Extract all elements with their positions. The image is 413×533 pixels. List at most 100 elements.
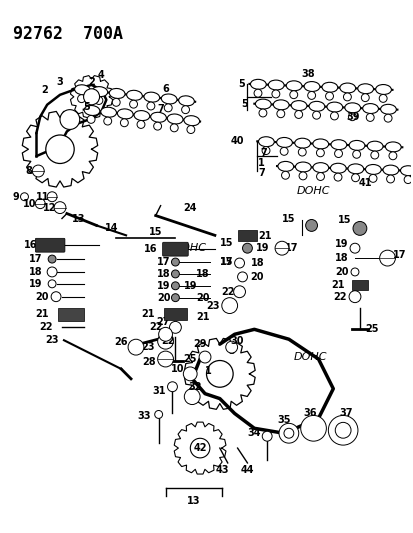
Ellipse shape [161, 94, 177, 104]
Text: 17: 17 [285, 243, 298, 253]
Ellipse shape [84, 106, 100, 116]
Text: 21: 21 [196, 312, 209, 322]
Text: 7: 7 [157, 103, 164, 114]
Ellipse shape [150, 112, 166, 122]
Text: 22: 22 [332, 292, 346, 302]
Circle shape [361, 94, 368, 102]
Text: 13: 13 [72, 214, 85, 223]
Text: 19: 19 [28, 279, 42, 289]
Text: 21: 21 [36, 310, 49, 319]
Circle shape [171, 270, 179, 278]
Circle shape [48, 255, 56, 263]
Text: 17: 17 [157, 257, 170, 267]
FancyBboxPatch shape [162, 243, 188, 256]
Circle shape [383, 114, 391, 122]
Circle shape [352, 150, 360, 158]
Ellipse shape [382, 165, 398, 175]
Ellipse shape [339, 83, 355, 93]
Text: SOHC: SOHC [175, 243, 207, 253]
Circle shape [48, 280, 56, 288]
Ellipse shape [255, 99, 271, 109]
Ellipse shape [109, 88, 125, 99]
Text: 27: 27 [155, 318, 169, 327]
Text: 23: 23 [45, 335, 59, 345]
Text: 42: 42 [193, 443, 206, 453]
Ellipse shape [74, 85, 90, 95]
Text: 30: 30 [230, 336, 244, 346]
Ellipse shape [309, 101, 324, 111]
Text: 22: 22 [160, 336, 174, 346]
Text: 33: 33 [137, 411, 150, 422]
Text: 40: 40 [230, 136, 244, 147]
Text: 20: 20 [196, 293, 209, 303]
Circle shape [305, 220, 317, 231]
Text: 10: 10 [23, 199, 36, 208]
Text: 4: 4 [98, 70, 104, 80]
Circle shape [379, 250, 394, 266]
Circle shape [225, 341, 237, 353]
Circle shape [334, 150, 342, 158]
Circle shape [153, 122, 161, 130]
Text: 1: 1 [257, 158, 264, 168]
Circle shape [328, 415, 357, 445]
Text: 18: 18 [157, 269, 170, 279]
Text: 6: 6 [162, 84, 169, 94]
Ellipse shape [380, 104, 395, 114]
Text: 21: 21 [258, 231, 271, 241]
Circle shape [330, 112, 337, 120]
Text: 37: 37 [339, 408, 352, 418]
Circle shape [181, 106, 189, 114]
Bar [237, 230, 257, 241]
Text: 5: 5 [240, 99, 247, 109]
Text: 32: 32 [188, 382, 202, 392]
Circle shape [298, 148, 306, 156]
Text: 20: 20 [250, 272, 263, 282]
Text: 10: 10 [170, 364, 184, 374]
Circle shape [352, 222, 366, 236]
Text: 15: 15 [219, 238, 233, 248]
Circle shape [32, 165, 44, 177]
Text: 18: 18 [28, 267, 42, 277]
Text: 36: 36 [303, 408, 317, 418]
Circle shape [137, 120, 145, 128]
Text: 16: 16 [24, 240, 37, 250]
Circle shape [128, 339, 143, 355]
Circle shape [169, 321, 181, 333]
Text: 19: 19 [183, 281, 197, 291]
Circle shape [104, 117, 112, 125]
Circle shape [184, 389, 199, 405]
Circle shape [378, 94, 386, 102]
Text: 25: 25 [364, 325, 377, 334]
Ellipse shape [117, 109, 133, 119]
Text: 15: 15 [219, 257, 233, 267]
Circle shape [348, 290, 360, 303]
Text: 28: 28 [142, 357, 155, 367]
Circle shape [350, 268, 358, 276]
Circle shape [386, 175, 394, 183]
Text: 15: 15 [149, 228, 162, 237]
Ellipse shape [399, 166, 413, 176]
Text: 22: 22 [221, 287, 234, 297]
Text: 34: 34 [247, 428, 261, 438]
Text: 3: 3 [57, 77, 63, 87]
Text: 23: 23 [141, 342, 154, 352]
Text: 92762  700A: 92762 700A [13, 25, 122, 43]
Circle shape [35, 199, 45, 208]
Text: 19: 19 [157, 281, 170, 291]
Text: 41: 41 [358, 178, 372, 188]
Circle shape [348, 113, 356, 120]
Circle shape [333, 173, 341, 181]
Circle shape [368, 174, 376, 182]
Ellipse shape [330, 163, 345, 173]
Circle shape [298, 172, 306, 180]
Circle shape [47, 267, 57, 277]
Text: 9: 9 [12, 192, 19, 201]
Circle shape [271, 90, 279, 98]
Circle shape [237, 272, 247, 282]
Ellipse shape [126, 90, 142, 100]
Text: 18: 18 [250, 258, 263, 268]
Circle shape [171, 258, 179, 266]
Circle shape [349, 243, 359, 253]
Ellipse shape [304, 82, 319, 92]
Ellipse shape [100, 107, 116, 117]
